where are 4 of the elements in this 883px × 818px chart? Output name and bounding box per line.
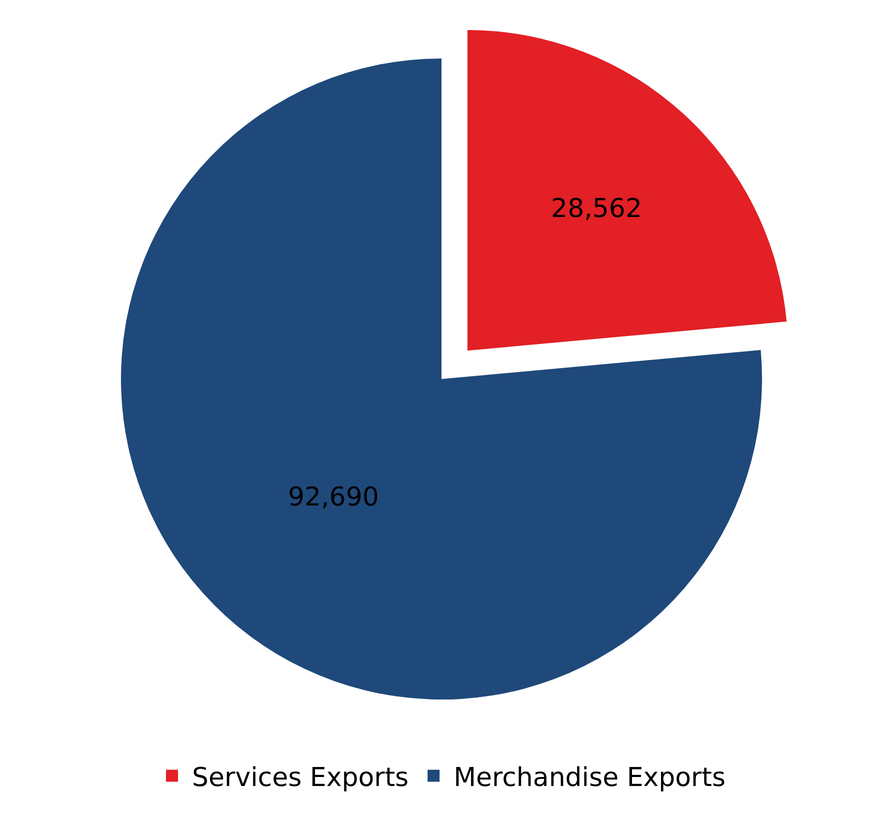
data-label: 92,690: [288, 482, 379, 512]
legend-label: Services Exports: [192, 762, 409, 793]
data-label: 28,562: [551, 194, 642, 224]
legend-label: Merchandise Exports: [454, 762, 726, 793]
